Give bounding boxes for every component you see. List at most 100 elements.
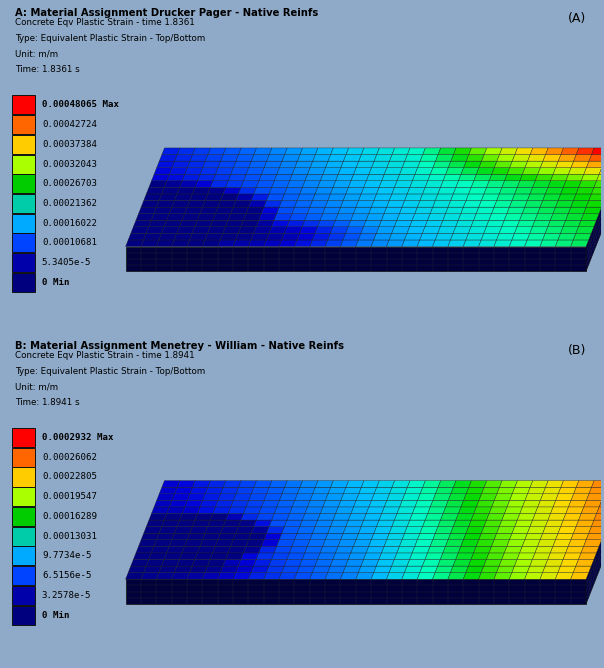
Polygon shape bbox=[175, 194, 193, 200]
Polygon shape bbox=[417, 240, 435, 246]
Text: 0.00016022: 0.00016022 bbox=[42, 218, 97, 228]
Polygon shape bbox=[509, 572, 527, 579]
Polygon shape bbox=[390, 154, 408, 161]
Polygon shape bbox=[259, 214, 277, 220]
Bar bbox=[12, 566, 34, 585]
Polygon shape bbox=[254, 520, 272, 526]
Polygon shape bbox=[487, 514, 504, 520]
Polygon shape bbox=[512, 194, 530, 200]
Polygon shape bbox=[331, 480, 349, 487]
Polygon shape bbox=[479, 494, 497, 500]
Polygon shape bbox=[172, 200, 190, 207]
Polygon shape bbox=[330, 520, 349, 526]
Polygon shape bbox=[203, 494, 220, 500]
Polygon shape bbox=[279, 240, 297, 246]
Polygon shape bbox=[336, 507, 353, 514]
Polygon shape bbox=[294, 572, 312, 579]
Polygon shape bbox=[280, 161, 297, 168]
Polygon shape bbox=[170, 500, 187, 507]
Polygon shape bbox=[407, 188, 425, 194]
Polygon shape bbox=[471, 181, 489, 188]
Polygon shape bbox=[520, 507, 538, 514]
Polygon shape bbox=[532, 553, 550, 560]
Polygon shape bbox=[571, 572, 589, 579]
Polygon shape bbox=[228, 507, 246, 514]
Polygon shape bbox=[428, 546, 446, 553]
Polygon shape bbox=[131, 227, 149, 233]
Polygon shape bbox=[382, 214, 399, 220]
Text: 0.00048065 Max: 0.00048065 Max bbox=[42, 100, 119, 110]
Polygon shape bbox=[231, 540, 249, 546]
Bar bbox=[12, 468, 34, 486]
Polygon shape bbox=[205, 526, 223, 533]
Polygon shape bbox=[379, 514, 397, 520]
Polygon shape bbox=[341, 533, 359, 540]
Polygon shape bbox=[584, 500, 602, 507]
Polygon shape bbox=[330, 188, 349, 194]
Polygon shape bbox=[412, 214, 430, 220]
Polygon shape bbox=[267, 487, 284, 494]
Polygon shape bbox=[300, 148, 318, 154]
Polygon shape bbox=[502, 220, 519, 227]
Polygon shape bbox=[527, 526, 545, 533]
Polygon shape bbox=[451, 487, 469, 494]
Polygon shape bbox=[277, 540, 295, 546]
Polygon shape bbox=[266, 233, 284, 240]
Polygon shape bbox=[579, 553, 596, 560]
Polygon shape bbox=[494, 240, 512, 246]
Polygon shape bbox=[474, 546, 492, 553]
Polygon shape bbox=[412, 546, 430, 553]
Polygon shape bbox=[205, 566, 223, 572]
Polygon shape bbox=[477, 500, 494, 507]
Polygon shape bbox=[455, 553, 474, 560]
Polygon shape bbox=[558, 194, 576, 200]
Polygon shape bbox=[318, 181, 336, 188]
Polygon shape bbox=[179, 220, 198, 227]
Polygon shape bbox=[591, 520, 604, 526]
Polygon shape bbox=[126, 240, 144, 246]
Polygon shape bbox=[226, 514, 243, 520]
Polygon shape bbox=[177, 148, 195, 154]
Polygon shape bbox=[538, 540, 556, 546]
Polygon shape bbox=[556, 533, 573, 540]
Polygon shape bbox=[586, 480, 604, 604]
Polygon shape bbox=[292, 540, 310, 546]
Polygon shape bbox=[236, 487, 254, 494]
Polygon shape bbox=[397, 174, 415, 181]
Polygon shape bbox=[169, 207, 187, 214]
Polygon shape bbox=[556, 161, 574, 168]
Polygon shape bbox=[297, 487, 315, 494]
Polygon shape bbox=[282, 154, 300, 161]
Polygon shape bbox=[541, 161, 558, 168]
Polygon shape bbox=[254, 560, 272, 566]
Polygon shape bbox=[530, 188, 548, 194]
Polygon shape bbox=[305, 174, 323, 181]
Polygon shape bbox=[264, 533, 282, 540]
Polygon shape bbox=[333, 553, 351, 560]
Polygon shape bbox=[535, 214, 553, 220]
Polygon shape bbox=[353, 207, 371, 214]
Polygon shape bbox=[300, 480, 318, 487]
Polygon shape bbox=[353, 540, 371, 546]
Polygon shape bbox=[410, 181, 428, 188]
Polygon shape bbox=[193, 188, 210, 194]
Polygon shape bbox=[156, 161, 175, 168]
Polygon shape bbox=[520, 174, 538, 181]
Polygon shape bbox=[387, 533, 405, 540]
Polygon shape bbox=[274, 546, 292, 553]
Polygon shape bbox=[223, 188, 241, 194]
Text: Concrete Eqv Plastic Strain - time 1.8941: Concrete Eqv Plastic Strain - time 1.894… bbox=[15, 351, 194, 360]
Polygon shape bbox=[187, 572, 205, 579]
Polygon shape bbox=[563, 553, 581, 560]
Polygon shape bbox=[512, 154, 530, 161]
Polygon shape bbox=[384, 540, 402, 546]
Polygon shape bbox=[428, 174, 446, 181]
Polygon shape bbox=[479, 161, 497, 168]
Polygon shape bbox=[320, 546, 338, 553]
Polygon shape bbox=[574, 154, 591, 161]
Polygon shape bbox=[243, 214, 262, 220]
Polygon shape bbox=[466, 526, 484, 533]
Polygon shape bbox=[351, 214, 369, 220]
Polygon shape bbox=[213, 507, 231, 514]
Polygon shape bbox=[371, 572, 389, 579]
